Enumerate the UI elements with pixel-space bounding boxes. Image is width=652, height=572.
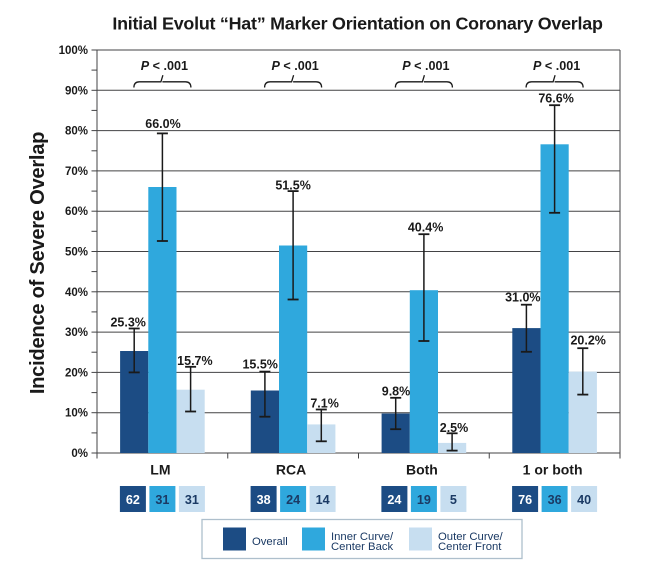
svg-text:P < .001: P < .001 [402, 59, 449, 73]
svg-text:38: 38 [257, 493, 271, 507]
svg-text:Incidence of Severe Overlap: Incidence of Severe Overlap [27, 132, 49, 394]
svg-text:15.7%: 15.7% [177, 354, 212, 368]
svg-text:5: 5 [450, 493, 457, 507]
svg-text:19: 19 [417, 493, 431, 507]
svg-text:P < .001: P < .001 [141, 59, 188, 73]
svg-text:40.4%: 40.4% [408, 220, 443, 234]
svg-text:31: 31 [155, 493, 169, 507]
svg-text:0%: 0% [71, 448, 88, 460]
svg-text:7.1%: 7.1% [310, 397, 339, 411]
svg-text:10%: 10% [65, 408, 88, 420]
svg-text:Overall: Overall [252, 536, 288, 548]
svg-text:Outer Curve/: Outer Curve/ [438, 531, 504, 543]
svg-text:9.8%: 9.8% [382, 385, 411, 399]
svg-text:P < .001: P < .001 [533, 59, 580, 73]
svg-text:66.0%: 66.0% [145, 117, 180, 131]
svg-text:90%: 90% [65, 85, 88, 97]
svg-text:80%: 80% [65, 126, 88, 138]
svg-text:Both: Both [406, 462, 438, 478]
svg-text:LM: LM [150, 462, 170, 478]
svg-text:15.5%: 15.5% [242, 358, 277, 372]
svg-text:50%: 50% [65, 247, 88, 259]
svg-text:31: 31 [185, 493, 199, 507]
svg-text:100%: 100% [59, 45, 88, 57]
svg-text:Center Back: Center Back [331, 541, 394, 553]
svg-text:1 or both: 1 or both [523, 462, 583, 478]
svg-text:25.3%: 25.3% [110, 316, 145, 330]
svg-text:76.6%: 76.6% [538, 92, 573, 106]
svg-text:76: 76 [518, 493, 532, 507]
svg-text:Center Front: Center Front [438, 541, 502, 553]
svg-text:24: 24 [286, 493, 300, 507]
svg-text:30%: 30% [65, 327, 88, 339]
svg-text:24: 24 [387, 493, 401, 507]
svg-text:20%: 20% [65, 367, 88, 379]
svg-text:40%: 40% [65, 287, 88, 299]
svg-text:60%: 60% [65, 206, 88, 218]
svg-text:20.2%: 20.2% [570, 333, 605, 347]
svg-text:31.0%: 31.0% [505, 291, 540, 305]
svg-text:Inner Curve/: Inner Curve/ [331, 531, 394, 543]
svg-text:36: 36 [548, 493, 562, 507]
svg-text:51.5%: 51.5% [275, 179, 310, 193]
svg-text:14: 14 [316, 493, 330, 507]
svg-text:Initial Evolut “Hat” Marker Or: Initial Evolut “Hat” Marker Orientation … [112, 14, 603, 34]
svg-text:62: 62 [126, 493, 140, 507]
svg-text:70%: 70% [65, 166, 88, 178]
svg-text:40: 40 [577, 493, 591, 507]
svg-text:P < .001: P < .001 [271, 59, 318, 73]
svg-text:2.5%: 2.5% [440, 421, 469, 435]
svg-text:RCA: RCA [276, 462, 306, 478]
